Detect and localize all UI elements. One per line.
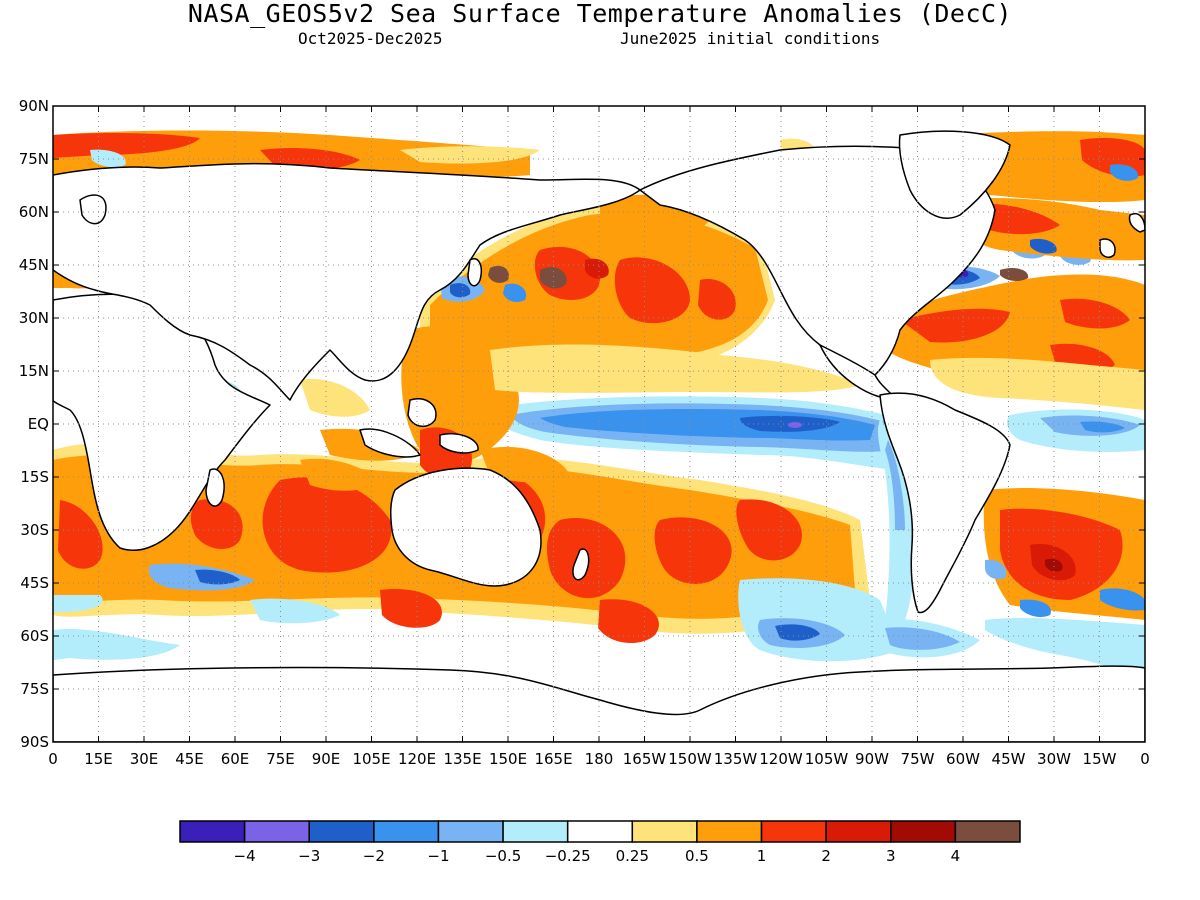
colorbar-swatch (566, 820, 634, 843)
lat-label: 30S (20, 521, 49, 539)
colorbar-swatch (308, 820, 375, 843)
colorbar-label: −2 (363, 847, 385, 865)
colorbar-swatch (437, 820, 504, 843)
lon-label: 90W (855, 750, 889, 768)
colorbar-label: 0.5 (685, 847, 709, 865)
colorbar-label: −4 (234, 847, 256, 865)
lat-label: 15S (20, 468, 49, 486)
lon-label: 60E (221, 750, 250, 768)
colorbar-label: −0.5 (485, 847, 521, 865)
lon-label: 165E (534, 750, 572, 768)
lon-label: 0 (1140, 750, 1150, 768)
lat-label: 90N (19, 97, 49, 115)
colorbar-swatch (696, 820, 763, 843)
colorbar-label: 4 (951, 847, 961, 865)
lon-label: 90E (312, 750, 341, 768)
initial-conditions: June2025 initial conditions (620, 29, 881, 48)
lon-label: 165W (623, 750, 667, 768)
forecast-period: Oct2025-Dec2025 (298, 29, 443, 48)
lat-label: 45N (19, 256, 49, 274)
lon-label: 120E (398, 750, 436, 768)
lat-label: 60N (19, 203, 49, 221)
colorbar-swatch (825, 820, 892, 843)
lon-label: 75E (266, 750, 295, 768)
lon-label: 30E (130, 750, 159, 768)
landmasses (53, 130, 1145, 742)
colorbar-swatch (243, 820, 310, 843)
longitude-labels: 0 15E 30E 45E 60E 75E 90E 105E 120E 135E 150E 165E 1… (48, 750, 1150, 768)
colorbar-label: 0.25 (616, 847, 649, 865)
lon-label: 0 (48, 750, 58, 768)
lon-label: 105E (352, 750, 390, 768)
lon-label: 150W (668, 750, 712, 768)
lat-label: 45S (20, 574, 49, 592)
colorbar-swatch (631, 820, 698, 843)
colorbar-swatch (502, 820, 569, 843)
lat-label: 60S (20, 627, 49, 645)
colorbar-label: 1 (757, 847, 767, 865)
lon-label: 60W (946, 750, 980, 768)
lat-label: 15N (19, 362, 49, 380)
lon-label: 105W (805, 750, 849, 768)
lon-label: 135W (714, 750, 758, 768)
lat-label: 75S (20, 680, 49, 698)
lat-label: EQ (28, 415, 49, 433)
lat-label: 30N (19, 309, 49, 327)
lon-label: 30W (1037, 750, 1071, 768)
colorbar-label: 2 (821, 847, 831, 865)
lat-label: 90S (20, 733, 49, 751)
lon-label: 15W (1083, 750, 1117, 768)
anomaly-field (53, 106, 1145, 742)
axis-ticks (52, 105, 1146, 743)
colorbar-swatch (954, 820, 1021, 843)
colorbar-swatch (373, 820, 440, 843)
lon-label: 135E (443, 750, 481, 768)
lon-label: 45W (992, 750, 1026, 768)
graticule (53, 106, 1145, 742)
colorbar-swatches (179, 820, 1021, 843)
colorbar-label: −1 (427, 847, 449, 865)
colorbar-label: −0.25 (545, 847, 591, 865)
map-title: NASA_GEOS5v2 Sea Surface Temperature Ano… (187, 0, 1013, 28)
lon-label: 120W (759, 750, 803, 768)
lon-label: 45E (175, 750, 204, 768)
colorbar-swatch (890, 820, 957, 843)
colorbar-label: 3 (886, 847, 896, 865)
lon-label: 180 (585, 750, 614, 768)
colorbar-swatch (760, 820, 827, 843)
latitude-labels: 90N 75N 60N 45N 30N 15N EQ 15S 30S 45S 60S 75S 90S (19, 97, 49, 751)
colorbar-label: −3 (298, 847, 320, 865)
lon-label: 75W (901, 750, 935, 768)
colorbar-swatch (179, 820, 246, 843)
colorbar-labels: −4 −3 −2 −1 −0.5 −0.25 0.25 0.5 1 2 3 4 (234, 847, 961, 865)
lon-label: 150E (489, 750, 527, 768)
lon-label: 15E (84, 750, 113, 768)
lat-label: 75N (19, 150, 49, 168)
